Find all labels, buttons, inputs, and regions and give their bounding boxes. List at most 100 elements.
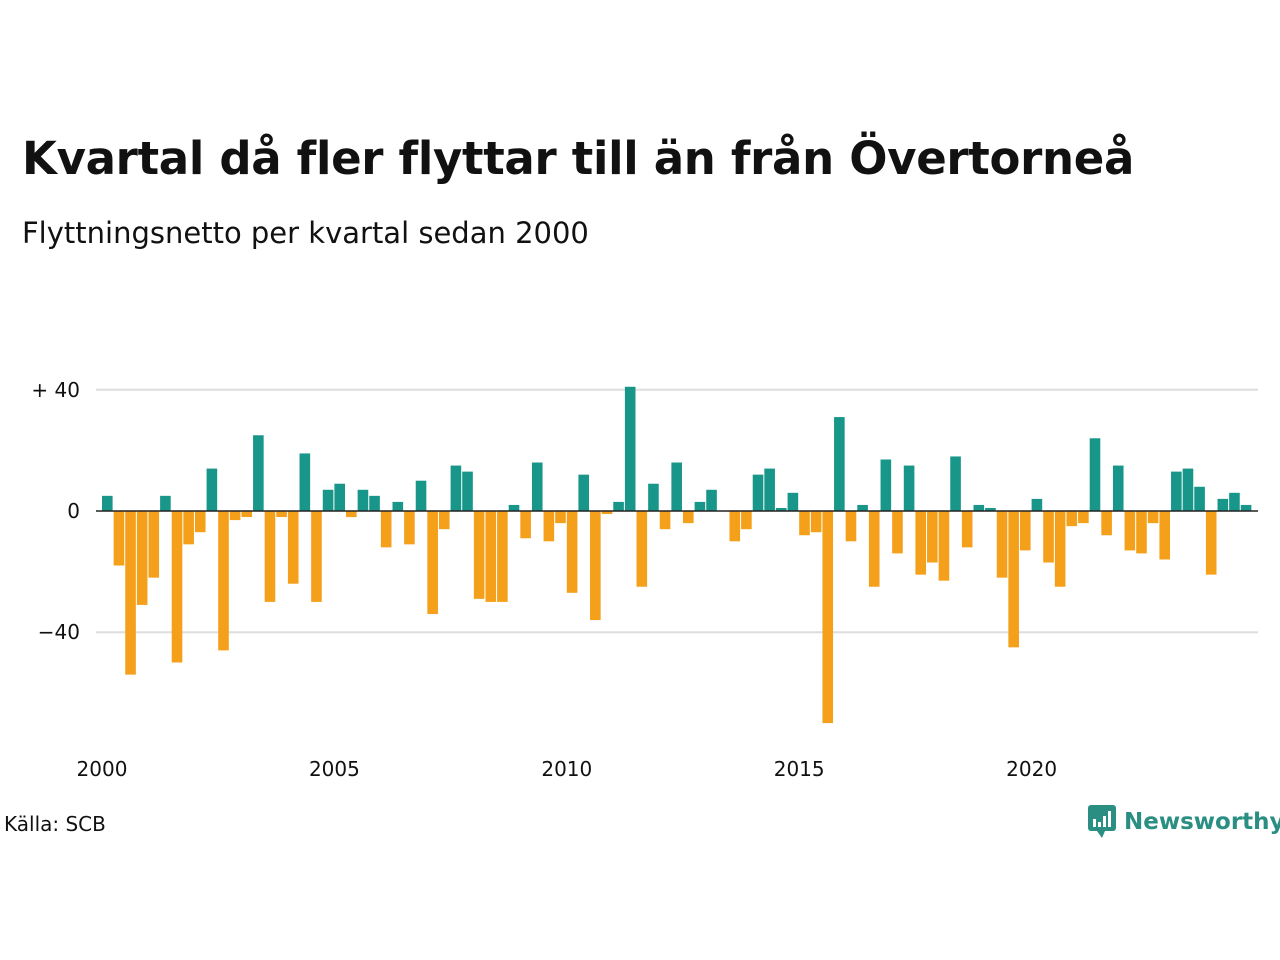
bar-negative [404,511,415,545]
bar-negative [276,511,287,518]
bar-negative [1066,511,1078,527]
grid-lines [96,388,1258,634]
bar-negative [194,511,206,533]
bar-positive [613,501,624,511]
bar-positive [694,501,706,511]
bar-positive [787,492,799,511]
bar-positive [253,435,264,511]
bar-positive [834,417,845,511]
bar-positive [671,462,682,511]
bar-negative [218,511,229,651]
bar-negative [183,511,194,545]
bar-positive [973,504,985,511]
bar-negative [136,511,148,605]
bar-negative [485,511,497,602]
bar-positive [985,507,996,511]
bar-positive [903,465,915,511]
bar-positive [1171,471,1182,511]
bar-positive [415,480,427,511]
bars [102,386,1252,724]
bar-positive [450,465,462,511]
bar-positive [462,471,473,511]
brand-logo[interactable]: Newsworthy [1088,804,1280,840]
bar-negative [590,511,601,621]
bar-negative [1205,511,1217,575]
bar-negative [601,511,613,515]
bar-negative [113,511,125,566]
bar-positive [357,489,369,511]
bar-negative [1101,511,1112,536]
bar-positive [1182,468,1194,511]
bar-negative [311,511,322,602]
bar-negative [438,511,450,530]
bar-positive [752,474,764,511]
bar-positive [880,459,892,511]
bar-positive [160,495,171,511]
bar-negative [1054,511,1066,587]
bar-negative [799,511,810,536]
bar-negative [1008,511,1019,648]
bar-positive [1229,492,1240,511]
bar-negative [1078,511,1089,524]
bar-negative [1147,511,1159,524]
bar-negative [1124,511,1136,551]
y-tick-label: −40 [38,620,80,644]
x-tick-label: 2005 [309,757,360,781]
bar-positive [1217,498,1229,511]
bar-negative [287,511,299,584]
bar-negative [229,511,241,521]
bar-negative [938,511,950,581]
bar-positive [206,468,218,511]
axes: + 40 0 −40 2000 2005 2010 2015 2020 [31,378,1258,781]
bar-positive [1112,465,1124,511]
bar-negative [346,511,357,518]
bar-negative [473,511,485,599]
bar-negative [497,511,508,602]
bar-negative [543,511,555,542]
bar-negative [1043,511,1054,563]
bar-positive [775,507,787,511]
bar-negative [729,511,741,542]
x-tick-label: 2015 [774,757,825,781]
bar-negative [927,511,938,563]
x-tick-label: 2010 [541,757,592,781]
x-tick-label: 2020 [1006,757,1057,781]
bar-negative [683,511,694,524]
bar-negative [961,511,973,548]
bar-negative [171,511,183,663]
bar-positive [299,453,311,511]
bar-positive [1031,498,1043,511]
chart-title: Kvartal då fler flyttar till än från Öve… [22,132,1135,185]
bar-negative [264,511,276,602]
x-tick-label: 2000 [77,757,128,781]
bar-negative [892,511,903,554]
bar-positive [102,495,113,511]
bar-negative [636,511,648,587]
bar-negative [810,511,822,533]
bar-negative [1019,511,1031,551]
bar-positive [764,468,775,511]
y-tick-label: 0 [67,499,80,523]
bar-positive [950,456,961,511]
bar-chart: + 40 0 −40 2000 2005 2010 2015 2020 [31,378,1258,781]
bar-positive [857,504,868,511]
bar-negative [845,511,857,542]
source-note: Källa: SCB [4,812,106,836]
bar-negative [566,511,578,593]
bar-negative [1159,511,1171,560]
newsworthy-logo-icon [1088,805,1116,838]
bar-positive [648,483,659,511]
bar-positive [706,489,717,511]
bar-negative [741,511,752,530]
bar-negative [1136,511,1147,554]
bar-positive [531,462,543,511]
bar-negative [555,511,566,524]
bar-positive [334,483,345,511]
bar-negative [520,511,531,539]
y-tick-label: + 40 [31,378,80,402]
bar-negative [659,511,671,530]
bar-positive [1089,438,1101,511]
bar-positive [1240,504,1252,511]
chart-subtitle: Flyttningsnetto per kvartal sedan 2000 [22,216,589,250]
bar-positive [578,474,590,511]
